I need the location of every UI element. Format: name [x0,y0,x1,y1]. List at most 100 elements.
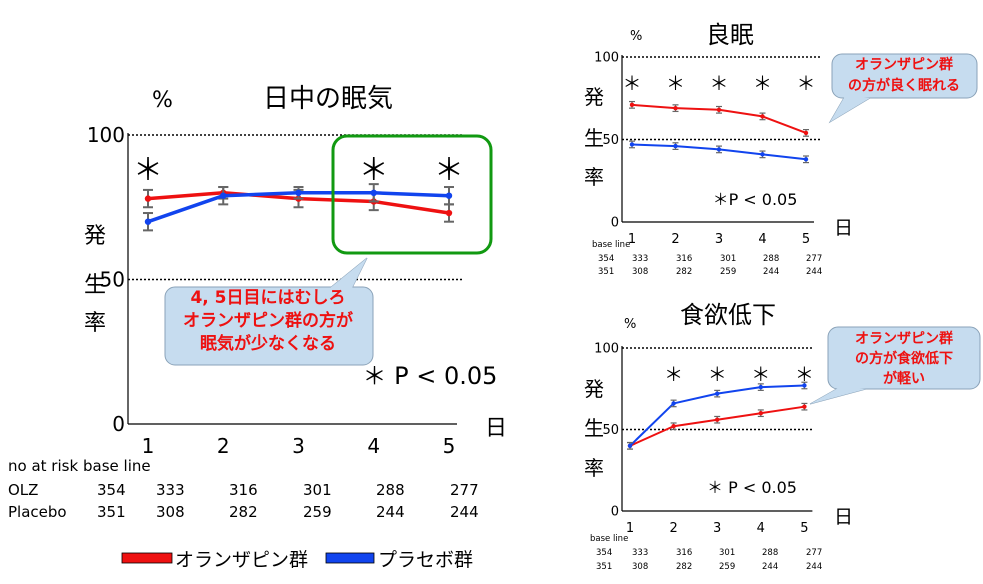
sleep-title: 良眠 [706,21,754,49]
sleep-table-cell: 288 [763,254,779,264]
sleep-x-unit: 日 [834,217,853,239]
sleep-table-cell: 301 [720,254,736,264]
sleep-callout-text: オランザピン群 [855,56,953,73]
main-table-cell: 354 [97,481,126,499]
appetite-y-tick-label: 0 [611,505,619,520]
appetite-y-tick-label: 50 [602,423,619,438]
appetite-data-point [715,417,720,422]
appetite-callout-box [827,326,981,390]
main-callout-text: 眠気が少なくなる [200,333,336,354]
appetite-data-point [627,443,633,448]
sleep-data-point [760,152,765,157]
main-data-point [445,192,453,199]
sleep-x-tick-label: 3 [715,232,723,247]
main-highlight-box [331,134,493,255]
appetite-title: 食欲低下 [680,301,776,329]
appetite-table-cell: 301 [719,548,735,558]
main-title: 日中の眠気 [263,84,393,114]
appetite-significance-star: ＊ [751,364,770,386]
sleep-data-point [760,114,765,119]
main-table-row-label: OLZ [8,481,38,499]
sleep-data-point [716,107,722,113]
appetite-data-point [758,384,763,390]
appetite-data-point [802,404,807,409]
main-callout-text: オランザピン群の方が [183,310,353,331]
main-table-row-label: Placebo [8,503,67,521]
sleep-table-cell: 316 [676,254,692,264]
sleep-table-cell: 351 [598,267,614,277]
appetite-ylabel-char: 発 [584,377,604,401]
sleep-x-tick-label: 4 [758,232,766,247]
sleep-significance-star: ＊ [709,73,728,95]
main-table-cell: 316 [229,481,258,499]
legend-swatch-placebo [325,552,375,564]
sleep-significance-note: ＊P < 0.05 [713,190,798,209]
main-table-cell: 244 [376,503,405,521]
appetite-data-point [802,383,807,388]
appetite-callout-tail-fill [810,387,866,404]
appetite-unit-label: % [624,317,636,332]
main-data-point [144,195,152,202]
main-x-tick-label: 1 [142,434,155,458]
sleep-x-tick-label: 1 [628,232,636,247]
main-table-cell: 244 [450,503,479,521]
main-ylabel-char: 発 [84,224,106,249]
legend-swatch-olz [121,552,173,564]
main-x-tick-label: 4 [367,434,380,458]
appetite-table-cell: 333 [632,548,648,558]
sleep-y-tick-label: 0 [611,216,619,231]
main-callout-box [164,286,374,366]
main-table-cell: 277 [450,481,479,499]
appetite-table-cell: 244 [806,562,822,572]
legend-label-placebo: プラセボ群 [378,549,473,571]
legend-label-olz: オランザピン群 [175,549,308,571]
appetite-series-line-olz [629,405,805,447]
main-table-header: no at risk [8,457,78,475]
sleep-significance-star: ＊ [796,73,815,95]
appetite-data-point [715,391,720,396]
sleep-x-tick-label: 5 [802,232,810,247]
appetite-table-cell: 288 [762,548,778,558]
main-table-cell: 288 [376,481,405,499]
main-x-tick-label: 3 [292,434,305,458]
sleep-data-point [716,147,722,152]
appetite-x-tick-label: 4 [757,521,765,536]
sleep-data-point [629,142,635,147]
main-data-point [445,209,453,217]
appetite-callout-text: オランザピン群 [855,330,953,347]
appetite-ylabel-char: 生 [584,416,604,440]
main-callout-tail-fill [330,258,367,288]
appetite-x-tick-label: 2 [669,521,677,536]
main-table-cell: 301 [303,481,332,499]
main-data-point [295,189,302,196]
sleep-significance-star: ＊ [753,73,772,95]
main-table-cell: 351 [97,503,126,521]
main-data-point [370,189,377,196]
main-data-point [220,192,227,199]
sleep-table-cell: 277 [806,254,822,264]
sleep-ylabel-char: 生 [584,126,604,150]
sleep-ylabel-char: 率 [584,165,604,189]
main-table-cell: 333 [156,481,185,499]
sleep-data-point [629,102,635,108]
sleep-callout-box [831,53,978,99]
appetite-table-cell: 244 [762,562,778,572]
main-x-tick-label: 2 [217,434,230,458]
appetite-table-cell: 259 [719,562,735,572]
appetite-table-cell: 354 [596,548,612,558]
main-significance-star: ＊ [434,153,464,188]
sleep-x-tick-label: 2 [671,232,679,247]
sleep-data-point [673,105,678,111]
sleep-table-cell: 244 [763,267,779,277]
appetite-significance-star: ＊ [664,364,683,386]
sleep-data-point [673,143,678,149]
sleep-callout-text: の方が良く眠れる [848,77,960,94]
sleep-data-point [803,130,809,136]
appetite-data-point [758,411,763,416]
appetite-table-cell: 351 [596,562,612,572]
appetite-x-tick-label: 3 [713,521,721,536]
main-ylabel-char: 率 [84,311,106,336]
appetite-table-cell: 316 [676,548,692,558]
main-significance-note: ＊ P < 0.05 [363,362,498,390]
